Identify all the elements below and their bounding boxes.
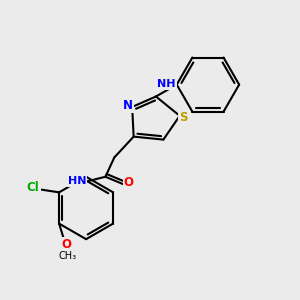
Text: Cl: Cl bbox=[27, 182, 40, 194]
Text: O: O bbox=[124, 176, 134, 189]
Text: O: O bbox=[61, 238, 71, 251]
Text: NH: NH bbox=[157, 79, 176, 89]
Text: S: S bbox=[179, 111, 188, 124]
Text: HN: HN bbox=[68, 176, 86, 186]
Text: N: N bbox=[123, 99, 133, 112]
Text: CH₃: CH₃ bbox=[59, 251, 77, 261]
